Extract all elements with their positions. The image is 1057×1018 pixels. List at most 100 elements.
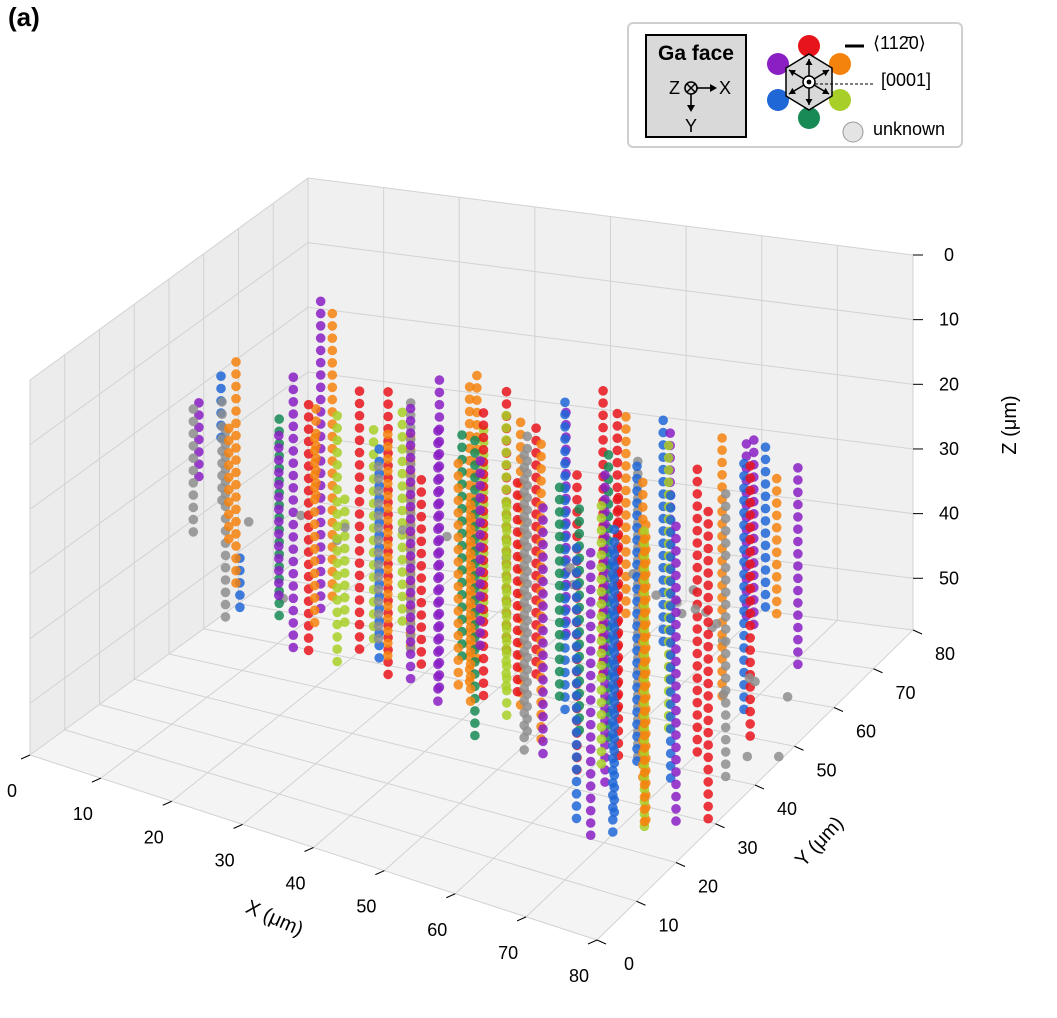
data-point xyxy=(274,467,284,478)
zone-axis-label: [0001] xyxy=(881,70,932,90)
data-point xyxy=(453,655,464,665)
data-point xyxy=(608,593,618,604)
data-point xyxy=(760,528,771,538)
data-point xyxy=(571,727,582,738)
data-point xyxy=(639,571,650,581)
data-point xyxy=(274,455,284,466)
data-point xyxy=(453,680,464,690)
data-point xyxy=(332,497,343,507)
data-point xyxy=(309,593,320,603)
data-point xyxy=(354,472,365,483)
into-page-cross-b xyxy=(686,83,696,93)
data-point xyxy=(288,507,299,518)
data-point xyxy=(621,510,631,520)
data-point xyxy=(771,535,782,545)
data-point xyxy=(538,638,548,648)
data-point xyxy=(596,501,607,511)
data-point xyxy=(554,691,565,701)
data-point xyxy=(274,430,284,441)
data-point xyxy=(373,621,384,632)
data-point xyxy=(453,630,464,641)
data-point xyxy=(703,580,713,591)
data-point xyxy=(383,650,393,661)
data-point xyxy=(327,370,338,380)
data-point xyxy=(231,393,241,404)
data-point xyxy=(554,593,565,603)
data-point xyxy=(793,585,803,596)
data-point xyxy=(793,536,803,547)
data-point xyxy=(519,548,529,559)
data-point xyxy=(354,632,365,642)
data-point xyxy=(585,584,596,595)
data-point xyxy=(315,345,326,356)
data-point xyxy=(639,718,650,729)
data-point xyxy=(598,410,608,421)
data-point xyxy=(327,308,338,319)
data-point xyxy=(501,484,512,495)
data-point xyxy=(585,707,596,718)
data-point xyxy=(519,499,529,510)
data-point xyxy=(671,632,681,642)
data-point xyxy=(612,445,623,456)
data-point xyxy=(309,568,320,579)
data-point xyxy=(560,434,570,444)
data-point xyxy=(720,722,731,733)
data-point xyxy=(571,703,582,713)
grid-back-z-20 xyxy=(307,306,914,385)
data-point xyxy=(274,529,284,539)
data-point xyxy=(596,660,607,671)
data-point xyxy=(554,568,565,579)
data-point xyxy=(538,711,548,722)
data-point xyxy=(745,657,755,668)
data-point xyxy=(397,407,408,418)
data-point xyxy=(453,520,464,530)
data-point xyxy=(720,612,731,622)
data-point xyxy=(793,499,803,510)
data-point xyxy=(571,592,582,603)
data-point xyxy=(501,526,512,536)
data-point xyxy=(554,544,565,554)
data-point xyxy=(332,595,343,605)
data-point xyxy=(771,473,782,484)
data-point xyxy=(501,587,512,598)
data-point xyxy=(288,372,299,383)
data-point xyxy=(315,382,326,393)
data-point xyxy=(560,458,570,469)
data-point xyxy=(760,565,771,575)
data-point xyxy=(720,538,731,548)
data-point xyxy=(309,494,320,505)
data-point xyxy=(671,644,681,654)
data-point xyxy=(224,484,234,495)
data-point xyxy=(288,433,299,444)
data-point xyxy=(554,679,565,689)
data-point xyxy=(374,640,385,651)
data-point xyxy=(612,408,623,419)
data-point xyxy=(571,776,582,787)
data-point xyxy=(519,462,529,473)
color-dot-top-right xyxy=(829,53,851,75)
data-point xyxy=(571,813,582,824)
data-point xyxy=(231,406,241,416)
data-point xyxy=(760,552,771,563)
data-point xyxy=(288,581,299,591)
y-tick-40 xyxy=(754,784,765,790)
data-point xyxy=(453,544,464,555)
grid-left-z-40 xyxy=(29,436,309,640)
data-point xyxy=(332,632,343,642)
data-point xyxy=(692,587,703,597)
data-point xyxy=(433,598,443,608)
data-point xyxy=(332,411,343,421)
data-point xyxy=(373,560,384,570)
data-point xyxy=(639,767,650,778)
data-point xyxy=(621,461,631,471)
data-point xyxy=(608,741,618,751)
data-point xyxy=(771,584,782,594)
data-point xyxy=(639,534,650,544)
data-point xyxy=(596,722,607,732)
data-point xyxy=(720,526,731,536)
data-point xyxy=(574,528,585,539)
data-point xyxy=(519,745,529,755)
data-point xyxy=(354,607,365,618)
data-point xyxy=(224,497,234,507)
data-point xyxy=(720,661,731,671)
